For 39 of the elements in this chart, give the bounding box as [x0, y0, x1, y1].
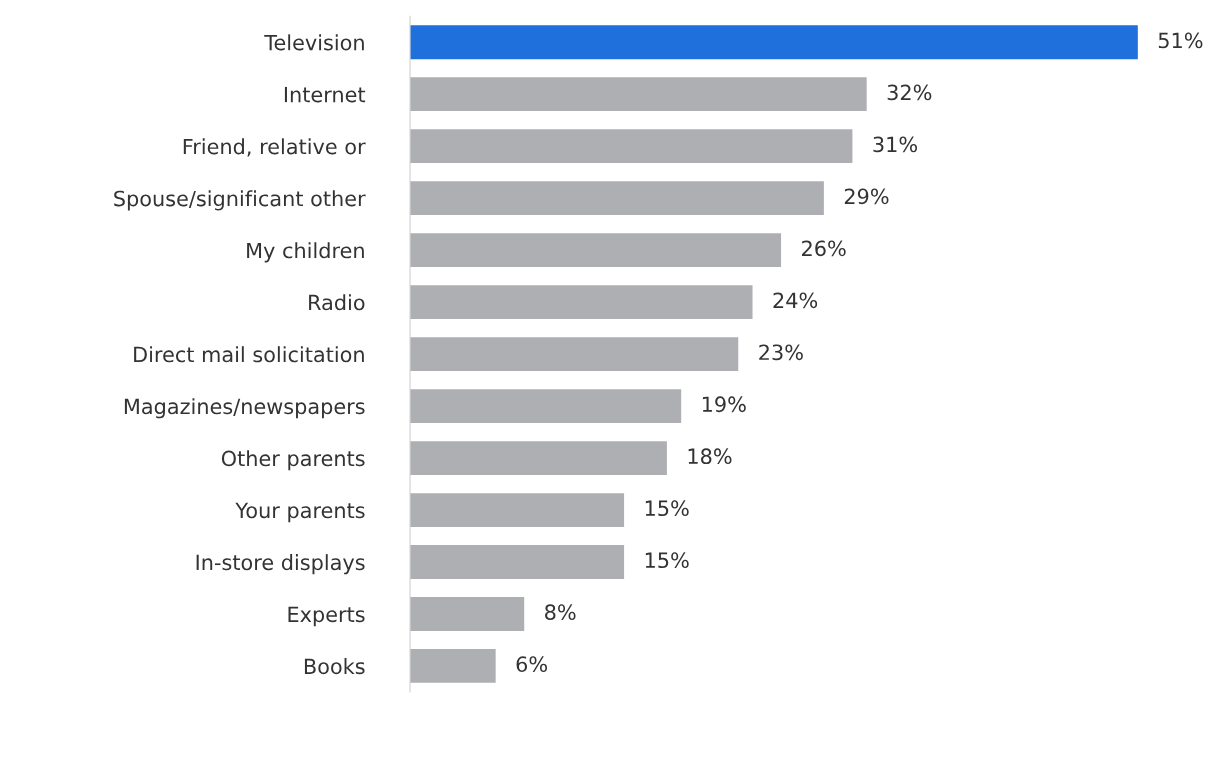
data-label: 18%: [688, 448, 732, 465]
y-tick-label: My children: [247, 242, 364, 263]
y-tick-label: Books: [304, 658, 365, 675]
data-label: 32%: [887, 84, 932, 101]
bar: [410, 25, 1138, 60]
bar: [410, 493, 625, 527]
bar: [410, 545, 625, 579]
y-tick-label: Experts: [288, 606, 365, 627]
y-tick-label: Magazines/newspapers: [124, 398, 365, 419]
bar: [410, 337, 739, 371]
data-label: 19%: [702, 396, 746, 413]
y-tick-label: Your parents: [235, 502, 365, 523]
data-label: 6%: [516, 656, 548, 673]
y-tick-label: Other parents: [221, 450, 365, 471]
bar: [410, 389, 682, 423]
y-tick-label: Radio: [309, 294, 365, 311]
data-label: 26%: [802, 240, 846, 257]
y-tick-label: Internet: [284, 86, 366, 103]
bar: [410, 77, 867, 112]
data-label: 15%: [645, 500, 689, 517]
data-label: 23%: [759, 344, 803, 361]
data-label: 15%: [645, 552, 689, 569]
data-label: 29%: [844, 188, 889, 205]
bar: [410, 181, 824, 216]
data-label: 31%: [873, 136, 918, 153]
y-tick-label: Television: [264, 34, 364, 51]
y-tick-label: Direct mail solicitation: [134, 346, 364, 363]
y-tick-label: Friend, relative or: [183, 138, 366, 157]
y-tick-label: In-store displays: [196, 554, 365, 575]
bar: [410, 441, 667, 475]
bar: [410, 233, 782, 268]
data-label: 51%: [1158, 32, 1203, 49]
bar: [410, 129, 853, 164]
data-label: 8%: [545, 604, 576, 621]
bar: [410, 649, 496, 683]
y-tick-label: Spouse/significant other: [114, 190, 366, 211]
bar: [410, 597, 525, 631]
data-label: 24%: [773, 292, 818, 309]
bar: [410, 285, 753, 320]
